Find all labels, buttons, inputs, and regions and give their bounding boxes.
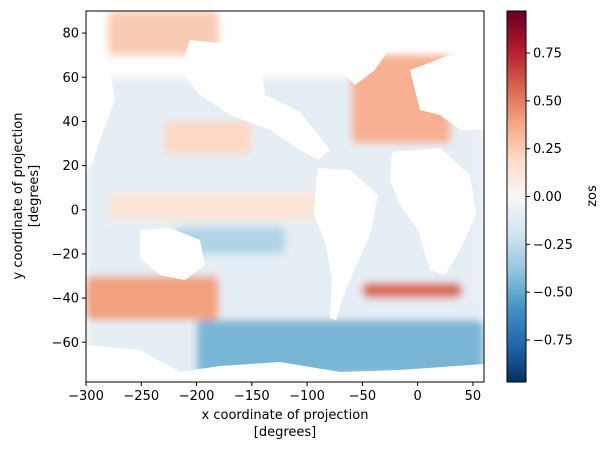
colorbar-tick-label: 0.75 [533, 47, 562, 62]
land-africa [390, 148, 476, 275]
colorbar-label: zos [585, 185, 600, 207]
field-region-equatorial-pacific [108, 192, 319, 221]
colorbar-tick-label: 0.00 [533, 190, 562, 205]
x-tick-label: 0 [414, 389, 422, 404]
plot-area [86, 11, 484, 382]
land-asia-east [86, 30, 115, 170]
x-tick-label: −200 [179, 389, 215, 404]
field-region-southern-ocean [196, 320, 484, 376]
colorbar-tick-label: 0.25 [533, 142, 562, 157]
land-greenland [320, 18, 395, 85]
colorbar-tick-label: 0.50 [533, 94, 562, 109]
x-tick-label: −100 [289, 389, 325, 404]
x-axis-label-line2: [degrees] [254, 425, 316, 440]
x-tick-label: −50 [349, 389, 376, 404]
y-tick-label: −40 [52, 292, 79, 307]
y-axis-label-line2: [degrees] [27, 165, 42, 227]
x-axis: −300 −250 −200 −150 −100 −50 0 50 [68, 382, 481, 404]
x-axis-label-line1: x coordinate of projection [202, 408, 369, 423]
colorbar-tick-label: −0.25 [533, 238, 573, 253]
colorbar-ticks: 0.75 0.50 0.25 0.00 −0.25 −0.50 −0.75 [526, 47, 573, 348]
y-tick-label: 60 [62, 71, 79, 86]
y-axis: 80 60 40 20 0 −20 −40 −60 [52, 27, 86, 351]
y-tick-label: 80 [62, 27, 79, 42]
y-tick-label: 0 [71, 203, 79, 218]
colorbar-tick-label: −0.75 [533, 333, 573, 348]
y-tick-label: −60 [52, 336, 79, 351]
field-region-agulhas-return [362, 282, 462, 299]
y-axis-label-line1: y coordinate of projection [11, 113, 26, 280]
y-tick-label: 40 [62, 115, 79, 130]
field-region-tropical-south-pacific [174, 227, 285, 254]
land-north-america [180, 40, 330, 160]
y-tick-label: −20 [52, 247, 79, 262]
x-tick-label: −150 [234, 389, 270, 404]
plot-frame [85, 10, 485, 383]
field-region-north-pacific-kuroshio [163, 121, 252, 155]
x-tick-label: −300 [68, 389, 104, 404]
land-antarctica [86, 345, 484, 382]
y-tick-label: 20 [62, 159, 79, 174]
colorbar: 0.75 0.50 0.25 0.00 −0.25 −0.50 −0.75 zos [506, 10, 600, 383]
land-south-america [314, 168, 378, 320]
colorbar-gradient [506, 10, 527, 383]
colorbar-tick-label: −0.50 [533, 286, 573, 301]
land-europe [410, 55, 484, 130]
x-tick-label: −250 [123, 389, 159, 404]
x-tick-label: 50 [465, 389, 482, 404]
land-masks [86, 18, 484, 382]
field-region-acc-south-pacific [86, 276, 219, 321]
land-australia [140, 228, 205, 280]
